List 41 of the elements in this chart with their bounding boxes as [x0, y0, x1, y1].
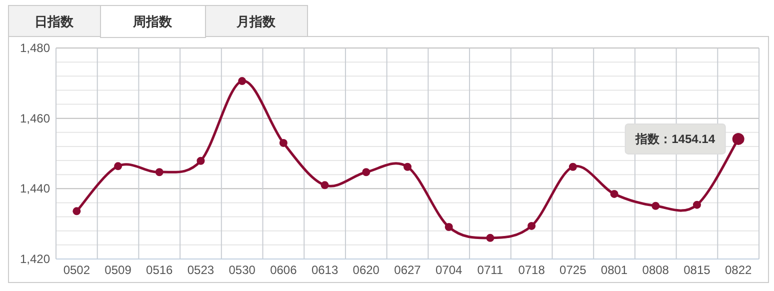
point	[238, 77, 246, 86]
x-tick-label: 0725	[560, 263, 587, 277]
x-tick-label: 0711	[477, 263, 504, 277]
point	[196, 156, 205, 165]
x-tick-label: 0502	[63, 263, 90, 277]
x-tick-label: 0509	[104, 263, 132, 277]
y-tick-label: 1,440	[20, 182, 50, 196]
x-tick-label: 0613	[311, 263, 338, 277]
x-tick-label: 0523	[187, 263, 214, 277]
x-tick-label: 0606	[270, 263, 298, 277]
text: 月指数	[236, 14, 276, 29]
x-tick-label: 0815	[684, 263, 711, 277]
x-tick-label: 0627	[394, 263, 422, 277]
x-tick-label: 0516	[146, 263, 174, 277]
point	[444, 223, 453, 231]
point	[114, 162, 122, 170]
point	[610, 190, 618, 198]
point	[692, 200, 701, 209]
x-tick-label: 0822	[724, 263, 752, 277]
point	[652, 202, 660, 210]
text: 日指数	[34, 14, 74, 29]
x-tick-label: 0718	[518, 263, 546, 277]
x-tick-label: 0620	[352, 263, 380, 277]
y-tick-label: 1,420	[20, 252, 50, 266]
y-tick-label: 1,480	[20, 41, 50, 55]
point	[362, 168, 370, 176]
y-tick-label: 1,460	[20, 111, 50, 126]
point	[279, 138, 288, 147]
point	[155, 168, 164, 176]
x-tick-label: 0704	[436, 263, 463, 277]
point	[568, 162, 577, 171]
x-tick-label: 0801	[600, 263, 628, 277]
text: 周指数	[132, 14, 173, 29]
x-tick-label: 0530	[228, 263, 256, 277]
point	[404, 162, 412, 171]
point	[320, 181, 329, 190]
annotation: 指数：1454.14	[634, 132, 716, 146]
point	[486, 234, 494, 242]
point	[72, 207, 81, 216]
point	[528, 222, 536, 230]
x-tick-label: 0808	[642, 263, 670, 277]
